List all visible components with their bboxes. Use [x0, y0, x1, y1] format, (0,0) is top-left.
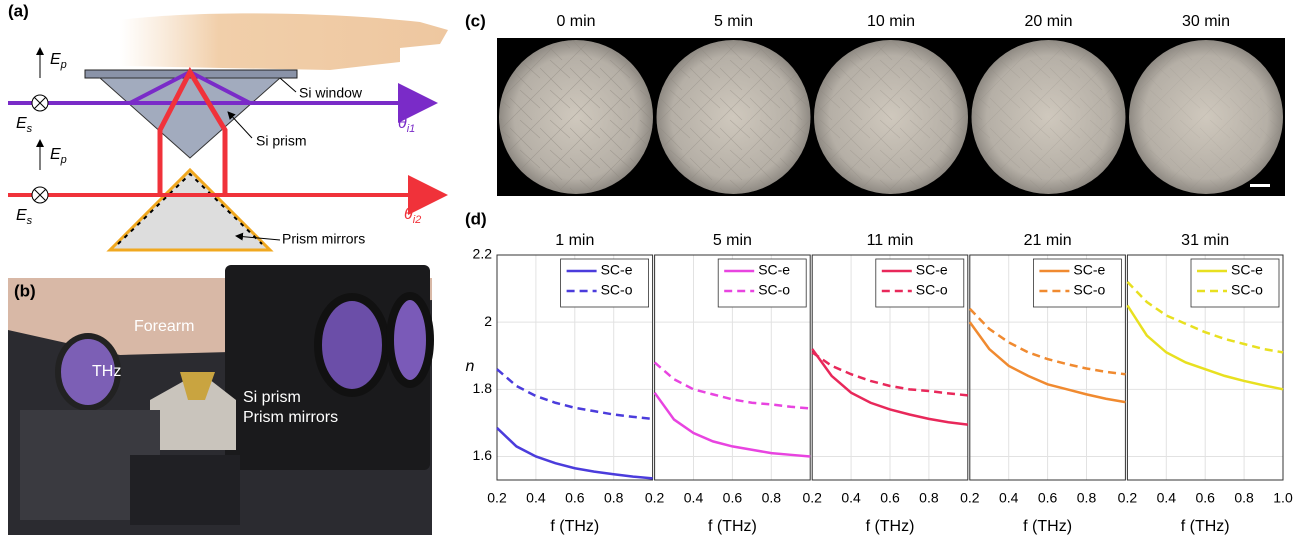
pointer: [228, 112, 252, 138]
chart-title: 21 min: [1024, 232, 1072, 249]
x-tick-label: 0.8: [919, 490, 939, 506]
panel-label: (b): [14, 281, 36, 300]
x-tick-label: 0.6: [880, 490, 900, 506]
annotation: Forearm: [134, 318, 194, 335]
x-tick-label: 0.4: [999, 490, 1019, 506]
skin-texture: [972, 40, 1126, 194]
annotation: Si prism: [256, 133, 307, 149]
legend-label: SC-e: [1231, 262, 1263, 278]
x-tick-label: 0.8: [762, 490, 782, 506]
photo-stage: [130, 455, 240, 525]
legend-label: SC-o: [1231, 282, 1263, 298]
x-tick-label: 0.6: [723, 490, 743, 506]
es-label: Es: [16, 115, 33, 135]
annotation: Prism mirrors: [282, 231, 365, 247]
photo-lens: [318, 297, 386, 393]
photo-lens: [390, 296, 430, 384]
x-tick-label: 0.2: [1118, 490, 1138, 506]
x-axis-label: f (THz): [1023, 518, 1072, 535]
panel-a: (a) Ep Es Ep Es Si window Si prism Prism…: [8, 1, 448, 250]
chart-title: 1 min: [555, 232, 594, 249]
skin-texture: [1129, 40, 1283, 194]
ep-label: Ep: [50, 146, 67, 166]
x-tick-label: 0.2: [645, 490, 665, 506]
prism-mirror: [110, 170, 270, 250]
x-tick-label: 0.6: [1038, 490, 1058, 506]
forearm-sketch: [120, 13, 448, 70]
y-tick-label: 1.6: [473, 447, 493, 463]
annotation: Prism mirrors: [243, 409, 338, 426]
x-tick-label: 0.6: [565, 490, 585, 506]
legend-label: SC-o: [1073, 282, 1105, 298]
time-label: 0 min: [556, 13, 595, 30]
x-tick-label: 0.2: [802, 490, 822, 506]
x-axis-label: f (THz): [866, 518, 915, 535]
x-tick-label: 0.6: [1195, 490, 1215, 506]
x-axis-label: f (THz): [550, 518, 599, 535]
annotation: THz: [92, 363, 121, 380]
x-axis-label: f (THz): [1181, 518, 1230, 535]
time-label: 10 min: [867, 13, 915, 30]
chart-title: 5 min: [713, 232, 752, 249]
y-tick-label: 2: [484, 313, 492, 329]
time-label: 5 min: [714, 13, 753, 30]
chart: 21 min 0.2 0.4 0.6 0.8 f (THz) SC-e SC-o: [960, 232, 1125, 535]
x-tick-label: 0.4: [526, 490, 546, 506]
y-axis-label: n: [466, 358, 475, 375]
x-tick-label: 0.4: [684, 490, 704, 506]
x-tick-label: 0.4: [841, 490, 861, 506]
si-prism: [100, 78, 280, 158]
chart: 11 min 0.2 0.4 0.6 0.8f (THz) SC-e SC-o: [802, 232, 967, 535]
panel-label: (a): [8, 1, 29, 20]
y-tick-label: 1.8: [473, 380, 493, 396]
legend-label: SC-o: [916, 282, 948, 298]
ep-label: Ep: [50, 51, 67, 71]
time-label: 20 min: [1024, 13, 1072, 30]
skin-texture: [499, 40, 653, 194]
panel-c: (c) 0 min 5 min 10 min 20 min 30 min: [465, 11, 1285, 196]
x-axis-label: f (THz): [708, 518, 757, 535]
chart: 31 min 0.2 0.4 0.6 0.8 1.0 f (THz) SC-e SC-o: [1118, 232, 1293, 535]
x-tick-label: 0.8: [1077, 490, 1097, 506]
legend-label: SC-e: [916, 262, 948, 278]
scale-bar: [1250, 184, 1270, 187]
legend-label: SC-e: [1073, 262, 1105, 278]
chart: 5 min 0.2 0.4 0.6 0.8 f (THz) SC-e SC-o: [645, 232, 810, 535]
x-tick-label: 0.2: [487, 490, 507, 506]
chart-title: 11 min: [867, 232, 914, 249]
skin-texture: [814, 40, 968, 194]
pointer: [280, 78, 296, 92]
annotation: Si window: [299, 85, 363, 101]
es-label: Es: [16, 207, 33, 227]
theta-label: θi2: [404, 206, 421, 226]
x-tick-label: 1.0: [1273, 490, 1293, 506]
legend-label: SC-e: [601, 262, 633, 278]
annotation: Si prism: [243, 389, 301, 406]
legend-label: SC-o: [601, 282, 633, 298]
skin-texture: [657, 40, 811, 194]
y-tick-label: 2.2: [473, 246, 493, 262]
figure: (a) Ep Es Ep Es Si window Si prism Prism…: [0, 0, 1299, 541]
time-label: 30 min: [1182, 13, 1230, 30]
chart-title: 31 min: [1181, 232, 1229, 249]
x-tick-label: 0.4: [1157, 490, 1177, 506]
chart: 1 min 1.6 1.8 2 2.2 0.2 0.4 0.6 0.8 f (THz) n SC-e S…: [466, 232, 653, 535]
x-tick-label: 0.8: [604, 490, 624, 506]
legend-label: SC-o: [758, 282, 790, 298]
panel-label: (d): [465, 209, 487, 228]
x-tick-label: 0.2: [960, 490, 980, 506]
theta-label: θi1: [398, 115, 415, 135]
x-tick-label: 0.8: [1234, 490, 1254, 506]
panel-b: (b) Forearm THz Si prism Prism mirrors: [8, 265, 432, 535]
legend-label: SC-e: [758, 262, 790, 278]
panel-label: (c): [465, 11, 486, 30]
